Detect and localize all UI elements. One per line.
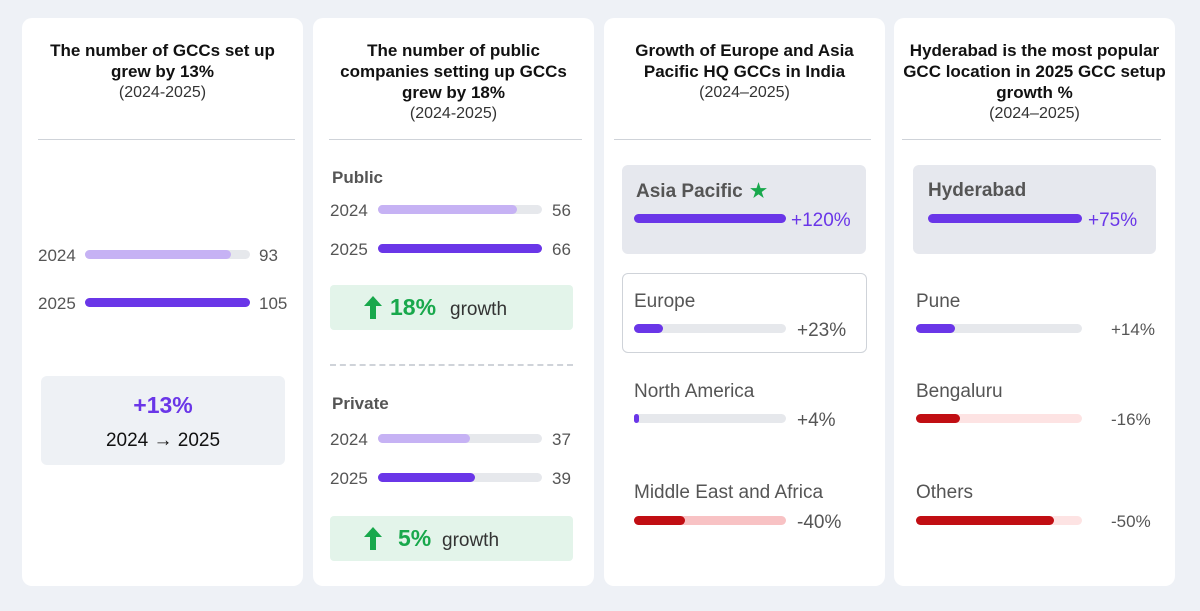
p3-highlight-box: [622, 165, 866, 254]
p1-summary-value: +13%: [133, 392, 193, 418]
p4-category-others: Others: [916, 482, 974, 503]
p2-public-category-2024: 2024: [330, 201, 368, 220]
p2-public-growth-box: 18% growth: [330, 285, 573, 330]
panel3-title: Growth of Europe and Asia Pacific HQ GCC…: [635, 41, 854, 81]
panel2-divider: [329, 139, 582, 140]
panel-locations: Hyderabad is the most popular GCC locati…: [894, 18, 1175, 586]
p3-track-middle-east-africa: [634, 516, 786, 525]
p4-category-hyderabad: Hyderabad: [928, 180, 1027, 201]
panel-gcc-setup: The number of GCCs set up grew by 13% (2…: [22, 18, 303, 586]
p4-category-bengaluru: Bengaluru: [916, 381, 1003, 402]
panel2-heading: The number of public companies setting u…: [313, 40, 594, 124]
p4-highlight-box: [913, 165, 1156, 254]
p3-value-asia-pacific: +120%: [791, 210, 851, 231]
p4-bar-hyderabad: [928, 214, 1082, 223]
p1-track-2025: [85, 298, 250, 307]
panel4-subtitle: (2024–2025): [989, 105, 1080, 122]
p3-category-asia-pacific: Asia Pacific: [636, 181, 743, 202]
p2-private-label: Private: [332, 394, 389, 413]
panel4-title: Hyderabad is the most popular GCC locati…: [903, 41, 1166, 102]
panel2-title: The number of public companies setting u…: [340, 41, 567, 102]
p2-private-growth-word: growth: [442, 530, 500, 551]
p1-summary-caption: 2024 → 2025: [105, 430, 221, 451]
panel2-subtitle: (2024-2025): [409, 105, 498, 122]
p2-private-growth-box: 5% growth: [330, 516, 573, 561]
p4-value-pune: +14%: [1111, 320, 1155, 339]
p3-track-europe: [634, 324, 786, 333]
p3-region-asia-pacific-label: Asia Pacific ★: [636, 180, 767, 203]
panel1-subtitle: (2024-2025): [118, 84, 207, 101]
panel3-subtitle: (2024–2025): [699, 84, 790, 101]
p2-private-bar-2025: [378, 473, 475, 482]
p2-public-bar-2025: [378, 244, 542, 253]
p3-bar-north-america: [634, 414, 640, 423]
p3-category-north-america: North America: [634, 381, 755, 402]
p3-category-middle-east-africa: Middle East and Africa: [634, 482, 824, 503]
p2-private-track-2024: [378, 434, 542, 443]
panel1-divider: [38, 139, 295, 140]
p3-track-north-america: [634, 414, 786, 423]
panel-public-private: The number of public companies setting u…: [313, 18, 594, 586]
p1-summary-box: +13% 2024 → 2025: [41, 376, 285, 465]
p4-bar-bengaluru: [916, 414, 961, 423]
p2-public-label: Public: [332, 168, 384, 187]
p3-category-europe: Europe: [634, 291, 696, 312]
p2-section-separator: [330, 364, 573, 366]
p4-track-others: [916, 516, 1082, 525]
p2-private-track-2025: [378, 473, 542, 482]
p2-public-value-2024: 56: [552, 201, 571, 220]
p2-public-value-2025: 66: [552, 240, 571, 259]
p4-track-hyderabad: [928, 214, 1082, 223]
p2-private-category-2025: 2025: [330, 469, 368, 488]
p3-value-europe: +23%: [797, 320, 847, 341]
up-arrow-icon: [364, 527, 382, 550]
p1-bar-2025: [85, 298, 250, 307]
p2-public-growth-word: growth: [450, 299, 508, 320]
panel1-heading: The number of GCCs set up grew by 13% (2…: [22, 40, 303, 103]
p2-private-category-2024: 2024: [330, 430, 368, 449]
p3-value-north-america: +4%: [797, 410, 836, 431]
p2-private-value-2025: 39: [552, 469, 571, 488]
p4-category-pune: Pune: [916, 291, 961, 312]
p3-bar-middle-east-africa: [634, 516, 685, 525]
p3-bar-asia-pacific: [634, 214, 786, 223]
panel-hq-regions: Growth of Europe and Asia Pacific HQ GCC…: [604, 18, 885, 586]
p2-public-track-2025: [378, 244, 542, 253]
p1-value-2025: 105: [259, 294, 288, 313]
p1-category-2024: 2024: [38, 246, 76, 265]
panel4-heading: Hyderabad is the most popular GCC locati…: [894, 40, 1175, 124]
p1-bar-2024: [85, 250, 232, 259]
p4-value-hyderabad: +75%: [1088, 210, 1138, 231]
p2-private-value-2024: 37: [552, 430, 571, 449]
p1-value-2024: 93: [259, 246, 278, 265]
p4-value-bengaluru: -16%: [1111, 410, 1151, 429]
panel1-title: The number of GCCs set up grew by 13%: [50, 41, 275, 81]
p4-bar-pune: [916, 324, 955, 333]
p3-value-middle-east-africa: -40%: [797, 512, 842, 533]
panel4-divider: [902, 139, 1161, 140]
p3-bar-europe: [634, 324, 664, 333]
p1-track-2024: [85, 250, 250, 259]
up-arrow-icon: [364, 296, 382, 319]
p2-private-bar-2024: [378, 434, 470, 443]
p2-public-bar-2024: [378, 205, 518, 214]
p4-value-others: -50%: [1111, 512, 1151, 531]
panel3-divider: [614, 139, 871, 140]
panel3-heading: Growth of Europe and Asia Pacific HQ GCC…: [604, 40, 885, 103]
p2-private-growth-value: 5%: [398, 525, 432, 551]
star-icon: ★: [749, 181, 767, 202]
p2-public-growth-value: 18%: [390, 294, 437, 320]
p3-track-asia-pacific: [634, 214, 786, 223]
p4-track-pune: [916, 324, 1082, 333]
p4-bar-others: [916, 516, 1055, 525]
p4-track-bengaluru: [916, 414, 1082, 423]
p2-public-category-2025: 2025: [330, 240, 368, 259]
p1-category-2025: 2025: [38, 294, 76, 313]
p3-europe-box: [622, 273, 867, 353]
p2-public-track-2024: [378, 205, 542, 214]
